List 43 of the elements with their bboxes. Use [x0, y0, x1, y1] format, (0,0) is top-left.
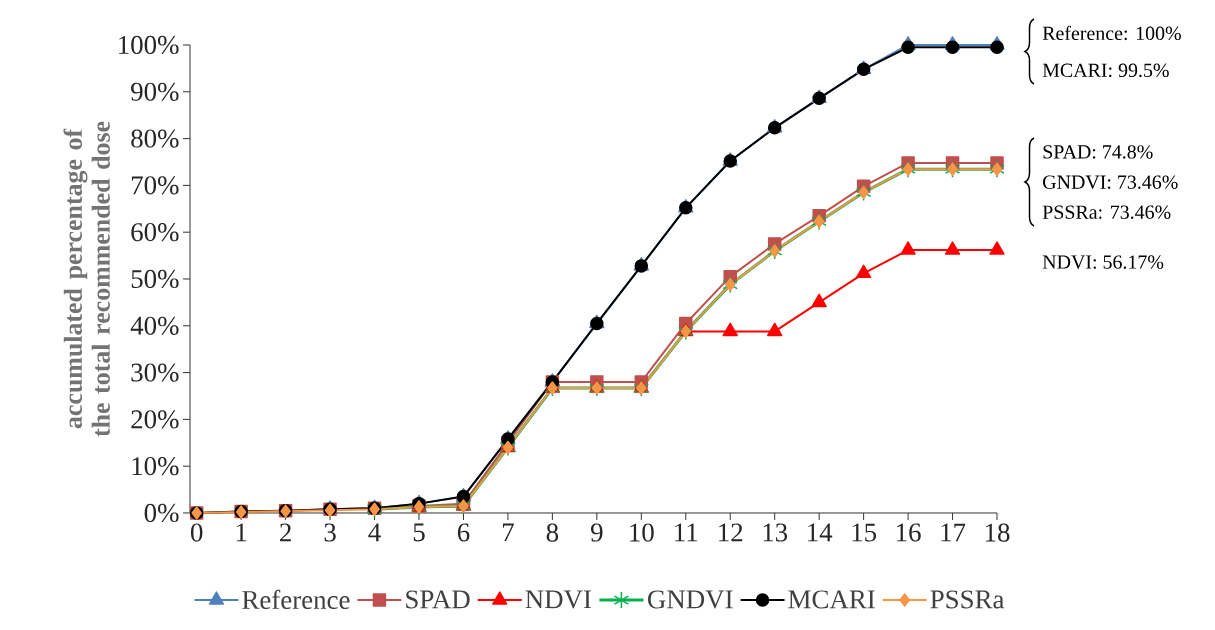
x-tick-label: 12	[719, 523, 743, 542]
x-tick-label: 8	[546, 523, 559, 542]
x-tick-label: 13	[763, 523, 788, 542]
x-tick-label: 14	[808, 523, 833, 542]
y-tick-label: 30%	[131, 363, 179, 382]
y-tick-label: 40%	[130, 316, 179, 335]
y-tick-label: 90%	[131, 82, 179, 101]
annotation: Reference: 100%	[1042, 25, 1181, 41]
legend-label: GNDVI	[648, 590, 733, 609]
legend-label: NDVI	[525, 590, 591, 609]
y-tick-label: 10%	[132, 457, 179, 476]
annotation: MCARI: 99.5%	[1042, 63, 1169, 78]
y-tick-label: 60%	[131, 223, 179, 242]
legend-label: Reference	[242, 589, 350, 610]
x-tick-label: 16	[897, 523, 921, 542]
x-tick-label: 11	[675, 523, 698, 542]
y-tick-label: 0%	[144, 503, 179, 523]
x-tick-label: 7	[502, 523, 514, 542]
x-tick-label: 0	[190, 523, 203, 542]
y-axis-title: accumulated percentage of the total recommended dose	[63, 121, 110, 437]
y-tick-label: 70%	[131, 176, 179, 195]
y-tick-label: 50%	[131, 269, 179, 289]
legend-label: MCARI	[788, 590, 875, 609]
x-tick-label: 1	[236, 523, 247, 542]
x-tick-label: 10	[630, 523, 654, 542]
y-tick-label: 80%	[131, 129, 179, 148]
x-tick-label: 17	[941, 523, 966, 542]
y-tick-label: 100%	[119, 35, 179, 55]
x-tick-label: 5	[413, 523, 425, 542]
x-tick-label: 9	[590, 523, 603, 542]
x-tick-label: 6	[457, 523, 470, 542]
legend-label: PSSRa	[930, 590, 1005, 609]
annotation: PSSRa: 73.46%	[1042, 205, 1171, 219]
x-tick-label: 2	[280, 523, 291, 542]
annotation: SPAD: 74.8%	[1043, 145, 1153, 159]
x-tick-label: 15	[852, 523, 877, 542]
legend-label: SPAD	[406, 590, 470, 609]
y-tick-label: 20%	[131, 410, 179, 429]
x-tick-label: 3	[324, 523, 336, 542]
x-tick-label: 18	[985, 523, 1010, 542]
x-tick-label: 4	[368, 523, 381, 542]
annotation: NDVI: 56.17%	[1042, 255, 1164, 269]
annotation: GNDVI: 73.46%	[1043, 175, 1178, 189]
